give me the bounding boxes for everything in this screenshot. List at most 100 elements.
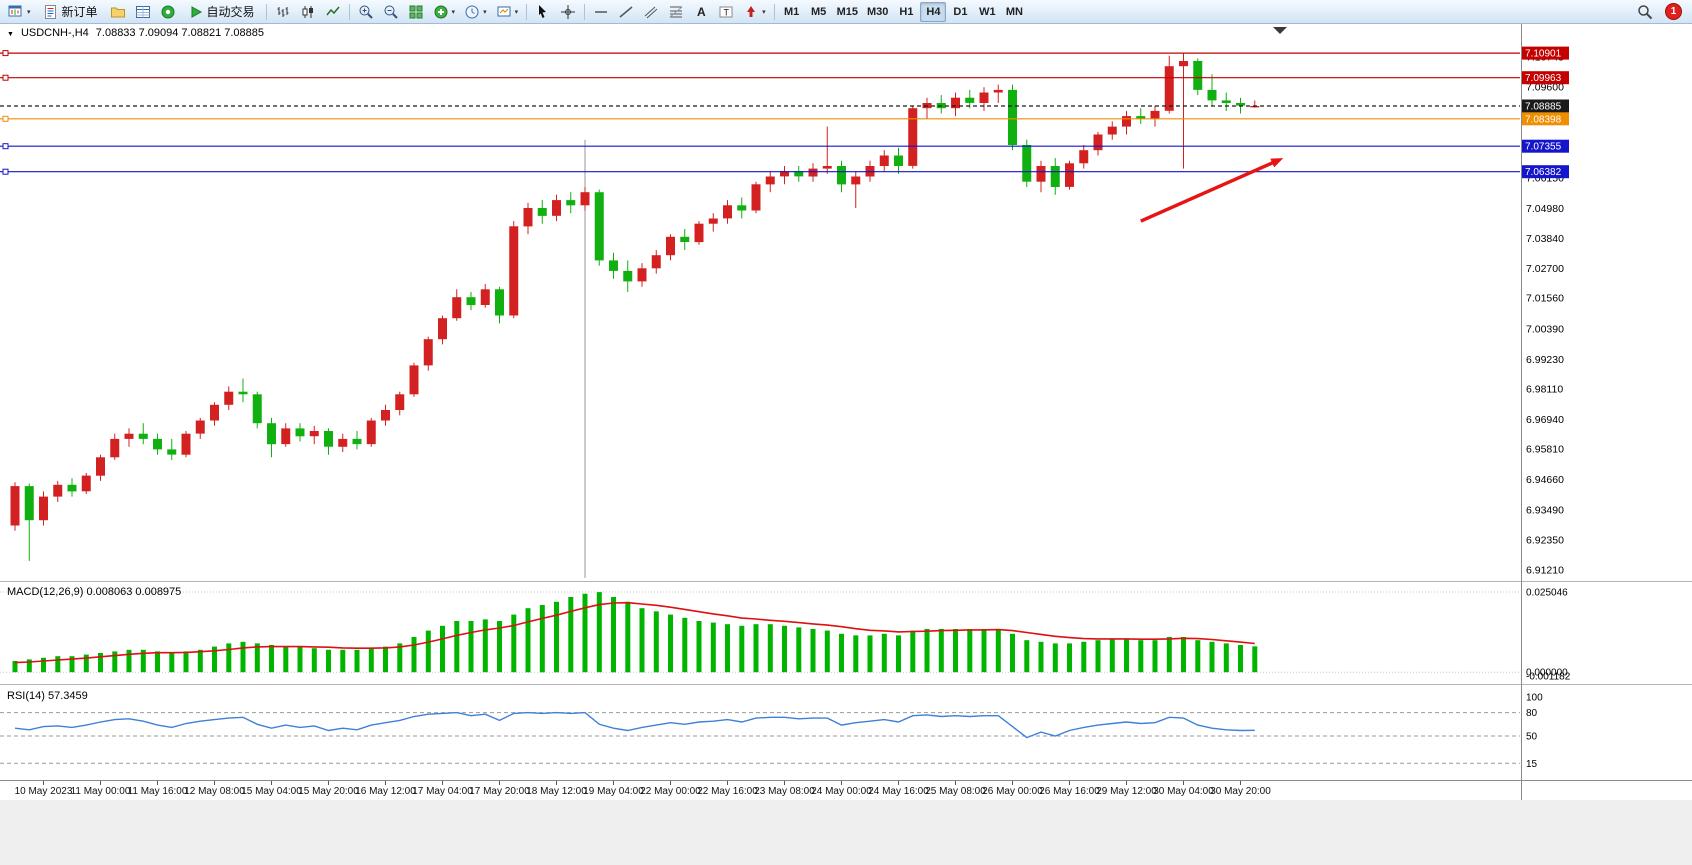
timeframe-button-mn[interactable]: MN [1005, 5, 1023, 18]
templates-button[interactable]: ▾ [492, 2, 523, 22]
svg-text:30 May 20:00: 30 May 20:00 [1210, 786, 1271, 797]
candle-body [466, 297, 476, 306]
chart-ohlc-values: 7.08833 7.09094 7.08821 7.08885 [95, 27, 264, 39]
svg-text:6.91210: 6.91210 [1526, 564, 1564, 576]
search-button[interactable] [1633, 2, 1657, 22]
candle-body [666, 236, 675, 256]
candle-body [566, 200, 576, 206]
crosshair-button[interactable] [556, 2, 580, 22]
candle-body [694, 223, 704, 243]
timeframe-button-m30[interactable]: M30 [867, 5, 889, 18]
candle-body [1236, 103, 1245, 106]
market-watch-button[interactable] [131, 2, 155, 22]
rsi-line [14, 711, 1255, 739]
candle-body [851, 176, 861, 185]
candle-body [338, 438, 348, 447]
svg-text:22 May 16:00: 22 May 16:00 [697, 786, 758, 797]
timeframe-button-d1[interactable]: D1 [953, 5, 968, 18]
new-chart-button[interactable]: ▾ [4, 2, 35, 22]
candlestick-chart-icon [302, 5, 313, 18]
timeframe-button-h4[interactable]: H4 [920, 1, 947, 22]
zoom-out-button[interactable] [379, 2, 403, 22]
svg-text:6.96940: 6.96940 [1526, 414, 1564, 426]
candle-body [438, 318, 447, 340]
candle-body [110, 438, 120, 458]
svg-text:7.01560: 7.01560 [1526, 293, 1564, 305]
price-chart[interactable]: 7.107457.096007.061507.049807.038407.027… [0, 24, 1692, 865]
tile-windows-button[interactable] [404, 2, 428, 22]
macd-indicator-label: MACD(12,26,9) 0.008063 0.008975 [7, 586, 182, 598]
line-handle[interactable] [2, 143, 9, 150]
timeframe-button-m5[interactable]: M5 [810, 5, 827, 18]
expand-triangle-icon[interactable]: ▼ [7, 30, 14, 38]
svg-text:15 May 20:00: 15 May 20:00 [298, 786, 359, 797]
timeframe-button-m15[interactable]: M15 [836, 5, 859, 18]
svg-text:19 May 04:00: 19 May 04:00 [583, 786, 644, 797]
indicators-button[interactable]: ▾ [429, 2, 460, 22]
svg-text:80: 80 [1526, 708, 1538, 719]
svg-text:18 May 12:00: 18 May 12:00 [526, 786, 587, 797]
chart-shift-marker[interactable] [1273, 27, 1287, 34]
candle-body [794, 171, 804, 177]
notification-badge[interactable]: 1 [1665, 3, 1682, 20]
candle-body [210, 404, 219, 421]
profiles-button[interactable] [106, 2, 130, 22]
periods-button[interactable]: ▾ [460, 2, 491, 22]
cursor-button[interactable] [531, 2, 555, 22]
macd-signal-line [14, 601, 1255, 664]
svg-text:17 May 04:00: 17 May 04:00 [412, 786, 473, 797]
chevron-down-icon: ▾ [483, 8, 487, 16]
timeframe-button-w1[interactable]: W1 [979, 5, 996, 18]
candle-body [1207, 89, 1217, 101]
bar-chart-button[interactable] [271, 2, 295, 22]
line-handle[interactable] [2, 74, 9, 81]
svg-text:7.09963: 7.09963 [1525, 73, 1562, 84]
svg-text:7.03840: 7.03840 [1526, 233, 1564, 245]
candle-body [965, 97, 975, 103]
price-tag [1522, 46, 1569, 60]
svg-text:15: 15 [1526, 759, 1538, 770]
text-label-button[interactable]: T [714, 2, 738, 22]
line-handle[interactable] [2, 115, 9, 122]
timeframe-button-h1[interactable]: H1 [899, 5, 914, 18]
candle-body [751, 184, 761, 211]
svg-text:10 May 2023: 10 May 2023 [15, 786, 73, 797]
trendline-button[interactable] [614, 2, 638, 22]
line-handle[interactable] [2, 50, 9, 57]
candle-body [81, 475, 91, 492]
svg-text:7.02700: 7.02700 [1526, 263, 1564, 275]
candle-body [1065, 163, 1074, 187]
candle-body [324, 431, 333, 447]
candle-body [894, 155, 903, 166]
new-order-button[interactable]: 新订单 [36, 2, 105, 22]
candle-body [181, 433, 191, 455]
fibonacci-button[interactable] [664, 2, 688, 22]
toolbar-separator [526, 3, 528, 20]
price-tag [1522, 139, 1569, 153]
candle-body [195, 420, 205, 434]
arrow-annotation[interactable] [1140, 158, 1284, 223]
candle-body [1150, 110, 1160, 119]
svg-text:23 May 08:00: 23 May 08:00 [754, 786, 815, 797]
candle-body [224, 391, 234, 405]
new-order-icon [44, 4, 56, 19]
timeframe-button-m1[interactable]: M1 [783, 5, 800, 18]
auto-trading-button[interactable]: 自动交易 [181, 2, 262, 22]
arrows-button[interactable]: ▾ [739, 2, 770, 22]
horizontal-line-button[interactable] [589, 2, 613, 22]
candle-body [53, 484, 63, 497]
metaeditor-button[interactable] [156, 2, 180, 22]
text-button[interactable]: A [689, 2, 713, 22]
text-icon: A [697, 5, 706, 19]
candle-body [609, 260, 618, 271]
candle-body [1122, 116, 1131, 127]
trendline-icon [619, 5, 633, 18]
line-handle[interactable] [2, 168, 9, 175]
zoom-in-button[interactable] [354, 2, 378, 22]
channel-button[interactable] [639, 2, 663, 22]
new-chart-icon [8, 5, 22, 16]
candle-body [153, 438, 162, 450]
price-tag [1522, 71, 1569, 85]
candlestick-chart-button[interactable] [296, 2, 320, 22]
line-chart-button[interactable] [321, 2, 345, 22]
